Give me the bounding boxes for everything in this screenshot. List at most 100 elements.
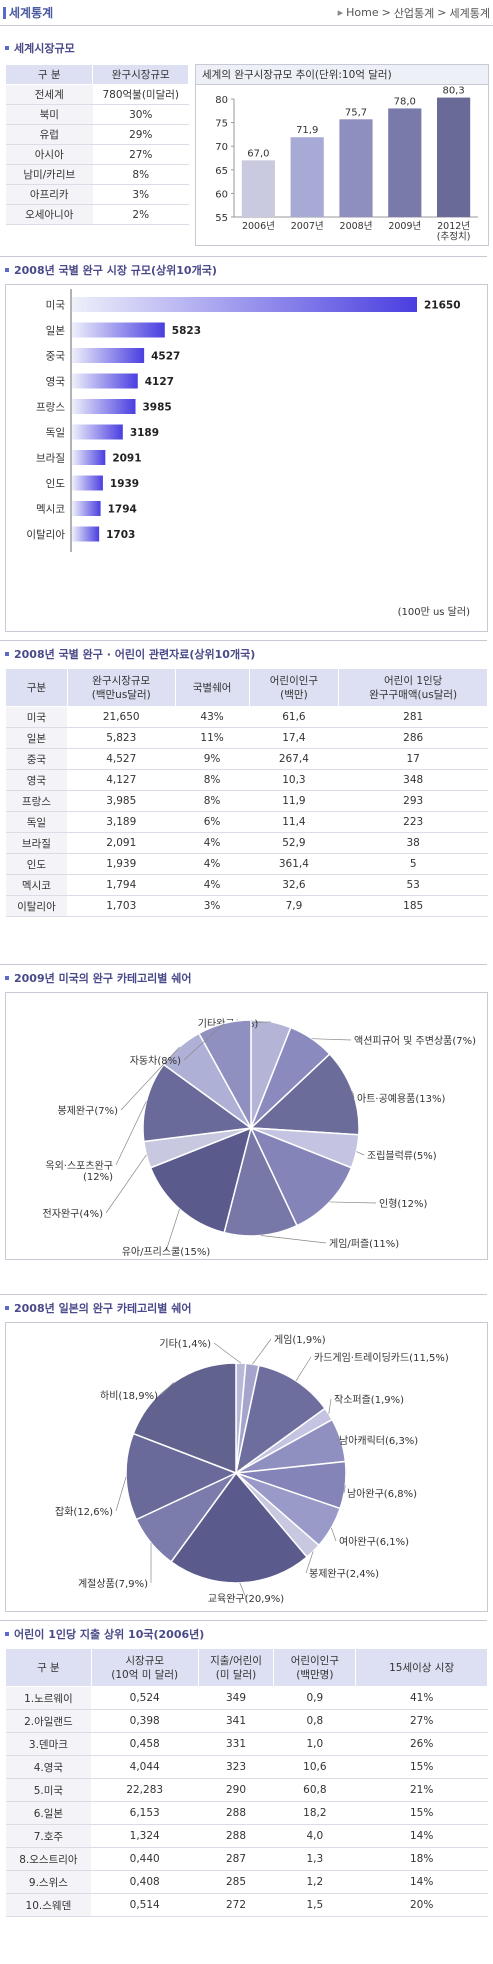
table-cell: 북미 — [5, 104, 93, 125]
title-bar-icon — [3, 6, 6, 19]
table-header-row: 구 분 시장규모 (10억 미 달러) 지출/어린이 (미 달러) 어린이인구 (백만… — [5, 1648, 488, 1687]
table-cell: 남미/카리브 — [5, 164, 93, 185]
section-bullet-icon — [5, 1306, 9, 1310]
table-cell: 281 — [338, 706, 488, 728]
jp-pie-slice-label: 봉제완구(2,4%) — [309, 1568, 379, 1580]
table-cell: 4,527 — [67, 748, 176, 770]
table-cell: 2% — [92, 204, 189, 225]
chart2-bar — [72, 297, 417, 312]
per-child-row: 6.일본 6,153 288 18,2 15% — [5, 1801, 488, 1825]
section-title-market-size: 세계시장규모 — [0, 38, 75, 58]
table-cell: 4,044 — [91, 1755, 199, 1779]
table-cell: 4.영국 — [5, 1755, 92, 1779]
market-share-row: 전세계 780억불(미달러) — [5, 84, 189, 105]
market-share-row: 아시아 27% — [5, 144, 189, 165]
breadcrumb-industry[interactable]: 산업통계 — [393, 6, 435, 20]
per-child-table: 구 분 시장규모 (10억 미 달러) 지출/어린이 (미 달러) 어린이인구 (백만… — [5, 1648, 488, 1917]
table-cell: 290 — [198, 1778, 274, 1802]
chart2-bar — [72, 348, 145, 363]
chart2-category-label: 멕시코 — [36, 504, 65, 516]
breadcrumb-separator-icon: > — [381, 6, 391, 19]
chart1-category-label: 2007년 — [291, 221, 324, 232]
table-cell: 361,4 — [249, 853, 339, 875]
table-cell: 중국 — [5, 748, 68, 770]
country-data-row: 인도 1,939 4% 361,4 5 — [5, 853, 488, 875]
table-cell: 멕시코 — [5, 874, 68, 896]
table-header-cell: 완구시장규모 — [92, 64, 189, 85]
chart2-category-label: 미국 — [46, 300, 66, 312]
table-cell: 223 — [338, 811, 488, 833]
table-cell: 0,408 — [91, 1870, 199, 1894]
divider — [0, 1294, 487, 1295]
table-cell: 5,823 — [67, 727, 176, 749]
country-data-row: 일본 5,823 11% 17,4 286 — [5, 727, 488, 749]
chart2-box: 미국 21650 일본 5823 중국 4527 영국 4127 프랑스 3985 독일 3189 브라… — [5, 284, 488, 632]
jp-pie-leader-line — [328, 1398, 332, 1414]
country-data-table: 구분 완구시장규모 (백만us달러) 국별쉐어 어린이인구 (백만) 어린이 1인당 완… — [5, 668, 488, 917]
breadcrumb-world[interactable]: 세계통계 — [449, 6, 490, 20]
table-cell: 일본 — [5, 727, 68, 749]
table-cell: 341 — [198, 1709, 274, 1733]
table-cell: 영국 — [5, 769, 68, 791]
table-cell: 9% — [175, 748, 249, 770]
jp-pie-leader-line — [160, 1382, 174, 1396]
table-cell: 4% — [175, 853, 249, 875]
per-child-row: 8.오스트리아 0,440 287 1,3 18% — [5, 1847, 488, 1871]
table-cell: 38 — [338, 832, 488, 854]
country-data-row: 브라질 2,091 4% 52,9 38 — [5, 832, 488, 854]
table-cell: 8% — [175, 790, 249, 812]
chart2-bar — [72, 501, 101, 516]
table-cell: 10,3 — [249, 769, 339, 791]
table-cell: 17 — [338, 748, 488, 770]
jp-pie-slice-label: 교육완구(20,9%) — [208, 1593, 284, 1605]
table-cell: 아프리카 — [5, 184, 93, 205]
table-cell: 9.스위스 — [5, 1870, 92, 1894]
chart1-value-label: 67,0 — [247, 148, 269, 159]
section-title-per-child: 어린이 1인당 지출 상위 10국(2006년) — [0, 1624, 204, 1644]
table-cell: 11% — [175, 727, 249, 749]
table-cell: 53 — [338, 874, 488, 896]
table-cell: 0,524 — [91, 1686, 199, 1710]
chart2-value-label: 1794 — [108, 504, 137, 516]
chart2-bar — [72, 424, 123, 440]
chart1-bar — [339, 119, 373, 217]
jp-pie-slice-label: 계절상품(7,9%) — [78, 1577, 148, 1590]
table-cell: 0,398 — [91, 1709, 199, 1733]
table-header-cell: 15세이상 시장 — [355, 1648, 488, 1687]
chart2-bar — [72, 475, 103, 491]
section-bullet-icon — [5, 1632, 9, 1636]
table-cell: 6,153 — [91, 1801, 199, 1825]
us-pie-slice-label: 전자완구(4%) — [43, 1208, 104, 1220]
table-cell: 32,6 — [249, 874, 339, 896]
table-cell: 3,189 — [67, 811, 176, 833]
table-cell: 0,8 — [273, 1709, 356, 1733]
table-cell: 43% — [175, 706, 249, 728]
breadcrumb-home[interactable]: Home — [346, 6, 379, 19]
table-header-cell: 어린이인구 (백만) — [248, 668, 340, 707]
table-cell: 11,4 — [249, 811, 339, 833]
jp-pie-slice — [170, 1471, 309, 1584]
breadcrumb-arrow-icon: ▸ — [337, 6, 344, 19]
chart2-bar — [72, 322, 165, 338]
chart1-bar — [290, 137, 324, 217]
table-cell: 1,324 — [91, 1824, 199, 1848]
table-cell: 331 — [198, 1732, 274, 1756]
table-cell: 348 — [338, 769, 488, 791]
chart2-value-label: 4127 — [145, 376, 174, 388]
table-cell: 1,2 — [273, 1870, 356, 1894]
market-share-row: 오세아니아 2% — [5, 204, 189, 225]
table-cell: 285 — [198, 1870, 274, 1894]
table-header-cell: 어린이 1인당 완구구매액(us달러) — [338, 668, 488, 707]
us-pie-leader-line — [311, 1038, 352, 1041]
table-cell: 4,0 — [273, 1824, 356, 1848]
chart1-bar — [437, 97, 471, 217]
section-bullet-icon — [5, 46, 9, 50]
us-pie-slice-label: 자동차(8%) — [130, 1055, 181, 1067]
table-cell: 323 — [198, 1755, 274, 1779]
table-cell: 7.호주 — [5, 1824, 92, 1848]
chart1-y-tick-label: 70 — [215, 142, 228, 153]
chart2-category-label: 프랑스 — [36, 402, 65, 414]
chart1-y-tick-label: 80 — [215, 95, 228, 106]
per-child-row: 4.영국 4,044 323 10,6 15% — [5, 1755, 488, 1779]
chart2-value-label: 1703 — [106, 529, 135, 541]
